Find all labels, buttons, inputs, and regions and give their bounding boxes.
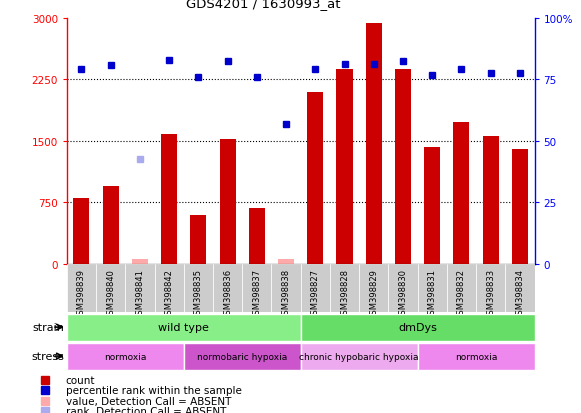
- Text: GSM398839: GSM398839: [77, 268, 86, 319]
- Bar: [249, 209, 265, 264]
- Bar: [388, 264, 418, 312]
- Bar: [424, 147, 440, 264]
- Bar: [359, 264, 388, 312]
- Text: GSM398837: GSM398837: [252, 268, 261, 319]
- Text: GSM398841: GSM398841: [135, 268, 145, 319]
- Bar: [453, 123, 469, 264]
- Bar: [184, 343, 301, 370]
- Text: GSM398835: GSM398835: [194, 268, 203, 319]
- Text: stress: stress: [31, 351, 64, 361]
- Bar: [161, 135, 177, 264]
- Bar: [395, 69, 411, 264]
- Bar: [447, 264, 476, 312]
- Bar: [67, 264, 96, 312]
- Text: GSM398828: GSM398828: [340, 268, 349, 319]
- Bar: [155, 264, 184, 312]
- Text: count: count: [66, 375, 95, 385]
- Bar: [476, 264, 505, 312]
- Bar: [73, 199, 89, 264]
- Bar: [418, 343, 535, 370]
- Bar: [301, 264, 330, 312]
- Bar: [330, 264, 359, 312]
- Text: GSM398834: GSM398834: [515, 268, 525, 319]
- Text: GSM398827: GSM398827: [311, 268, 320, 319]
- Bar: [365, 24, 382, 264]
- Bar: [132, 259, 148, 264]
- Bar: [483, 137, 498, 264]
- Bar: [505, 264, 535, 312]
- Text: normoxia: normoxia: [104, 352, 146, 361]
- Text: value, Detection Call = ABSENT: value, Detection Call = ABSENT: [66, 396, 231, 406]
- Bar: [418, 264, 447, 312]
- Text: percentile rank within the sample: percentile rank within the sample: [66, 385, 242, 395]
- Text: rank, Detection Call = ABSENT: rank, Detection Call = ABSENT: [66, 406, 226, 413]
- Text: GSM398830: GSM398830: [399, 268, 407, 319]
- Text: wild type: wild type: [158, 322, 209, 332]
- Text: GSM398833: GSM398833: [486, 268, 495, 319]
- Bar: [220, 140, 236, 264]
- Bar: [512, 150, 528, 264]
- Text: GSM398836: GSM398836: [223, 268, 232, 319]
- Bar: [301, 314, 535, 341]
- Bar: [271, 264, 301, 312]
- Text: GSM398838: GSM398838: [282, 268, 290, 319]
- Bar: [103, 187, 119, 264]
- Text: dmDys: dmDys: [398, 322, 437, 332]
- Text: normoxia: normoxia: [455, 352, 497, 361]
- Text: strain: strain: [32, 322, 64, 332]
- Bar: [307, 93, 323, 264]
- Text: GDS4201 / 1630993_at: GDS4201 / 1630993_at: [186, 0, 340, 10]
- Bar: [96, 264, 125, 312]
- Text: GSM398832: GSM398832: [457, 268, 466, 319]
- Bar: [301, 343, 418, 370]
- Bar: [278, 259, 294, 264]
- Text: GSM398831: GSM398831: [428, 268, 437, 319]
- Text: chronic hypobaric hypoxia: chronic hypobaric hypoxia: [299, 352, 419, 361]
- Text: GSM398840: GSM398840: [106, 268, 115, 319]
- Text: normobaric hypoxia: normobaric hypoxia: [197, 352, 288, 361]
- Text: GSM398829: GSM398829: [370, 268, 378, 319]
- Bar: [242, 264, 271, 312]
- Bar: [191, 215, 206, 264]
- Bar: [67, 343, 184, 370]
- Bar: [213, 264, 242, 312]
- Bar: [67, 314, 301, 341]
- Bar: [184, 264, 213, 312]
- Bar: [336, 69, 353, 264]
- Bar: [125, 264, 155, 312]
- Text: GSM398842: GSM398842: [164, 268, 174, 319]
